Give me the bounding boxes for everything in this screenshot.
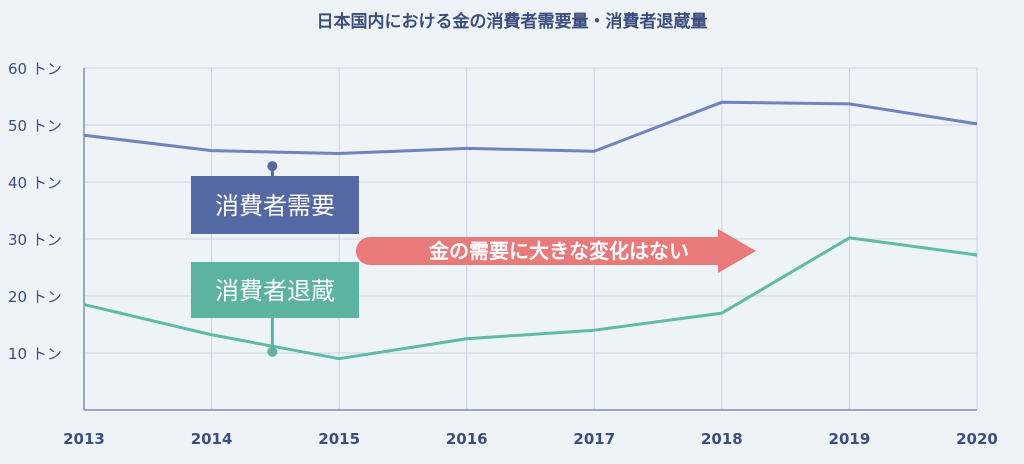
x-tick-label: 2019: [829, 430, 871, 448]
x-tick-labels: 2013 2014 2015 2016 2017 2018 2019 2020: [63, 430, 998, 448]
x-tick-label: 2020: [956, 430, 998, 448]
demand-label: 消費者需要: [215, 192, 335, 220]
x-tick-label: 2018: [701, 430, 743, 448]
hoard-connector-dot: [267, 346, 278, 357]
x-tick-label: 2014: [191, 430, 233, 448]
demand-connector-dot: [267, 161, 278, 172]
hoard-label: 消費者退蔵: [215, 277, 335, 305]
x-tick-label: 2015: [318, 430, 360, 448]
x-tick-label: 2013: [63, 430, 105, 448]
y-tick-label: 50 トン: [8, 117, 62, 135]
arrow-tail-cap: [356, 237, 384, 265]
arrow-body: [370, 229, 756, 273]
series-line-1: [83, 100, 978, 155]
axes: [83, 68, 977, 411]
y-tick-labels: 10 トン 20 トン 30 トン 40 トン 50 トン 60 トン: [8, 60, 62, 363]
x-tick-label: 2017: [573, 430, 615, 448]
y-tick-label: 30 トン: [8, 231, 62, 249]
y-tick-label: 20 トン: [8, 288, 62, 306]
hoard-label-box: [191, 262, 359, 318]
chart-title: 日本国内における金の消費者需要量・消費者退蔵量: [317, 11, 708, 32]
y-tick-label: 60 トン: [8, 60, 62, 78]
annotation-text: 金の需要に大きな変化はない: [428, 239, 689, 263]
annotation-arrow: 金の需要に大きな変化はない: [356, 229, 756, 273]
series-line-2: [83, 236, 978, 361]
y-tick-label: 10 トン: [8, 345, 62, 363]
series-lines: [83, 100, 978, 361]
x-tick-label: 2016: [446, 430, 488, 448]
y-tick-label: 40 トン: [8, 174, 62, 192]
demand-label-box: [191, 176, 359, 234]
